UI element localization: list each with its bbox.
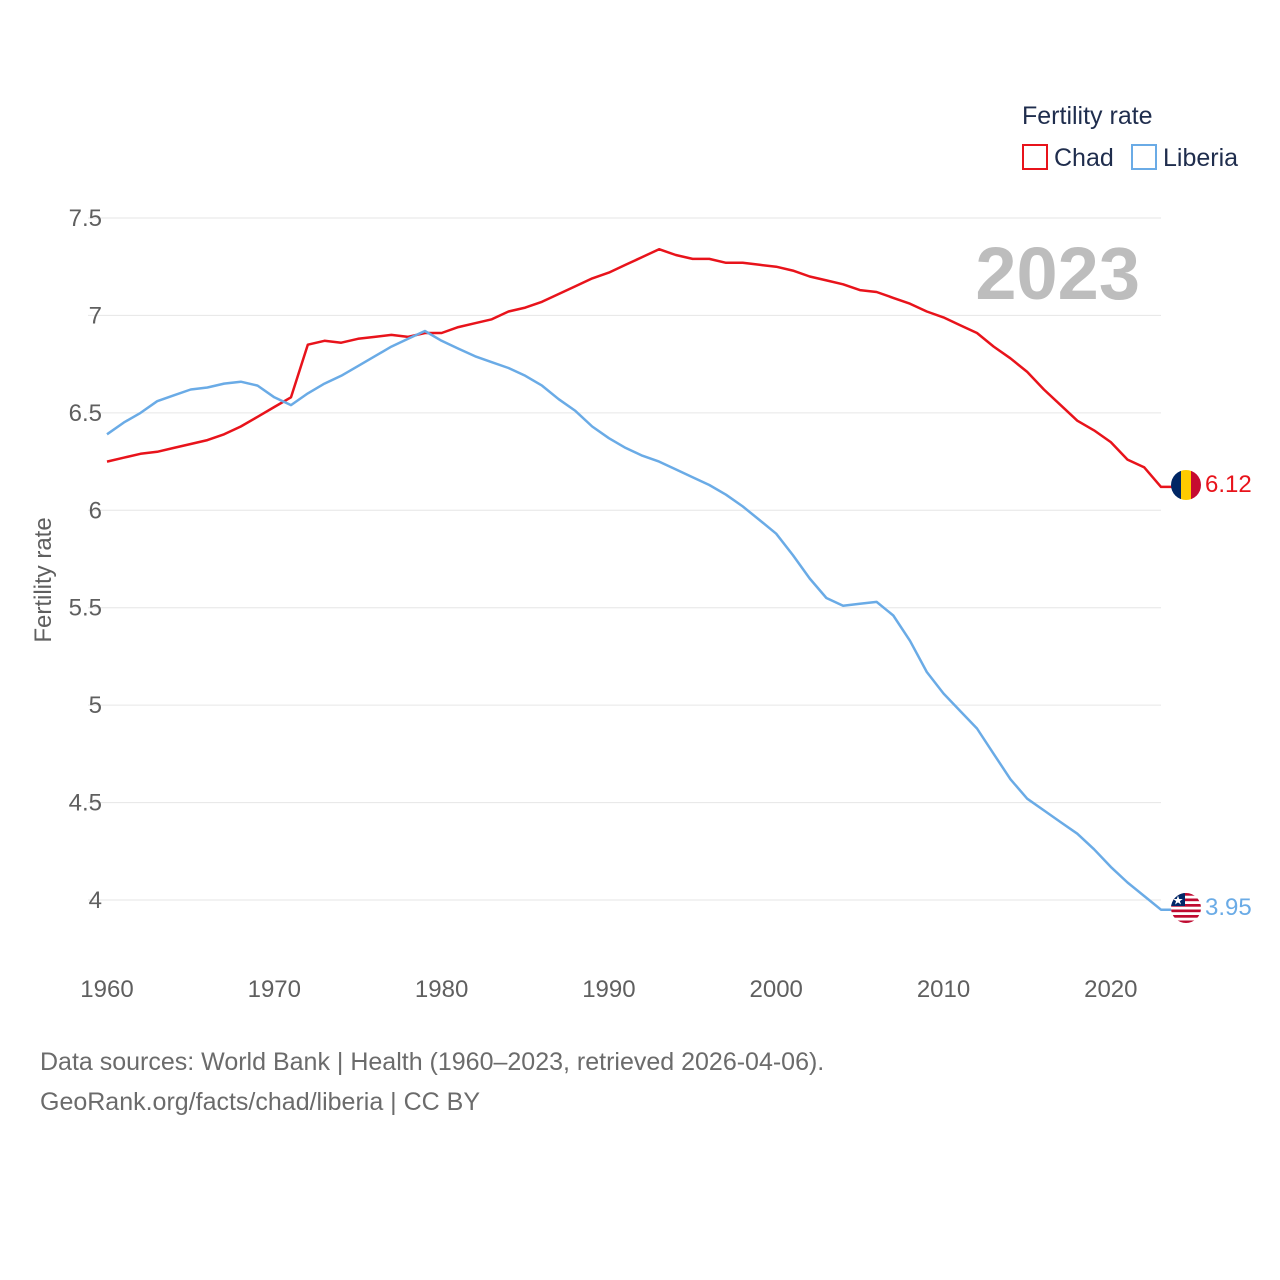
fertility-rate-chart: 4 4.5 5 5.5 6 6.5 7 7.5 1960 1970 1980 1990 2000 201…: [30, 102, 1252, 1003]
x-axis-ticks: 1960 1970 1980 1990 2000 2010 2020: [80, 976, 1137, 1003]
y-axis-ticks: 4 4.5 5 5.5 6 6.5 7 7.5: [69, 205, 102, 914]
series-line-liberia[interactable]: [106, 329, 1172, 911]
footer: Data sources: World Bank | Health (1960–…: [40, 1042, 824, 1122]
gridlines: [88, 217, 1161, 901]
chad-end-value: 6.12: [1205, 471, 1252, 498]
current-year-label: 2023: [975, 232, 1140, 315]
legend-title: Fertility rate: [1022, 102, 1153, 130]
y-axis-title: Fertility rate: [30, 517, 57, 642]
legend-label-chad[interactable]: Chad: [1054, 144, 1114, 172]
y-tick-label: 4: [89, 887, 102, 914]
legend-swatch-chad[interactable]: [1022, 144, 1048, 170]
credit-link[interactable]: GeoRank.org/facts/chad/liberia | CC BY: [40, 1088, 481, 1116]
chad-flag-icon: [1171, 470, 1201, 500]
liberia-end-value: 3.95: [1205, 894, 1252, 921]
data-sources-text: Data sources: World Bank | Health (1960–…: [40, 1048, 825, 1076]
y-tick-label: 7.5: [69, 205, 102, 232]
x-tick-label: 1960: [80, 976, 133, 1003]
x-tick-label: 2020: [1084, 976, 1137, 1003]
series-line-chad[interactable]: [106, 247, 1172, 489]
x-tick-label: 2010: [917, 976, 970, 1003]
series-lines: [106, 247, 1172, 911]
liberia-flag-icon: [1171, 893, 1201, 923]
y-tick-label: 5.5: [69, 595, 102, 622]
y-tick-label: 4.5: [69, 790, 102, 817]
legend-label-liberia[interactable]: Liberia: [1163, 144, 1238, 172]
y-tick-label: 7: [89, 302, 102, 329]
x-tick-label: 1980: [415, 976, 468, 1003]
y-tick-label: 5: [89, 692, 102, 719]
x-tick-label: 2000: [750, 976, 803, 1003]
x-tick-label: 1990: [582, 976, 635, 1003]
legend: Fertility rate Chad Liberia: [1022, 102, 1238, 172]
y-tick-label: 6: [89, 497, 102, 524]
legend-swatch-liberia[interactable]: [1131, 144, 1157, 170]
x-tick-label: 1970: [248, 976, 301, 1003]
y-tick-label: 6.5: [69, 400, 102, 427]
